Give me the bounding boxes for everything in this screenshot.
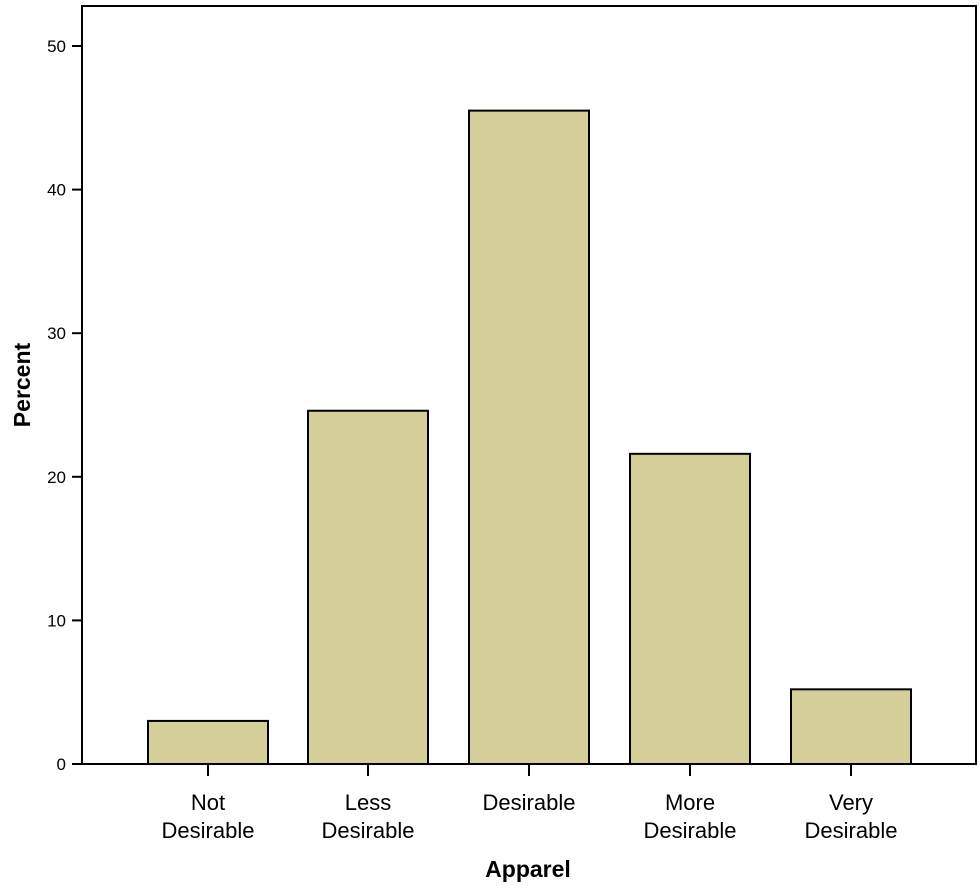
x-tick-label-line: Desirable [162, 818, 255, 843]
x-tick-label-line: Desirable [483, 790, 576, 815]
y-tick-label: 10 [47, 611, 66, 630]
x-tick-label-line: Very [829, 790, 873, 815]
x-tick-label-line: Not [191, 790, 225, 815]
bar [790, 688, 912, 765]
bar [629, 452, 751, 765]
x-tick-label-line: Desirable [322, 818, 415, 843]
bar [468, 109, 590, 766]
y-tick-label: 50 [47, 37, 66, 56]
x-axis: Not Desirable Less Desirable Desirable More De… [162, 764, 898, 843]
bar [307, 409, 429, 765]
x-tick-label-line: Less [345, 790, 391, 815]
x-tick-label: Less Desirable [322, 790, 415, 843]
y-axis-title: Percent [9, 342, 35, 427]
bars [147, 109, 912, 766]
x-axis-title: Apparel [485, 856, 571, 882]
x-tick-label: Very Desirable [805, 790, 898, 843]
y-tick-label: 30 [47, 324, 66, 343]
bar [147, 719, 269, 765]
x-tick-label: Desirable [483, 790, 576, 815]
x-tick-label-line: Desirable [644, 818, 737, 843]
y-tick-label: 20 [47, 468, 66, 487]
x-tick-label: More Desirable [644, 790, 737, 843]
y-tick-label: 40 [47, 181, 66, 200]
y-tick-label: 0 [57, 755, 66, 774]
x-tick-label-line: More [665, 790, 715, 815]
y-axis: 0 10 20 30 40 50 [47, 37, 82, 774]
x-tick-label-line: Desirable [805, 818, 898, 843]
x-tick-label: Not Desirable [162, 790, 255, 843]
